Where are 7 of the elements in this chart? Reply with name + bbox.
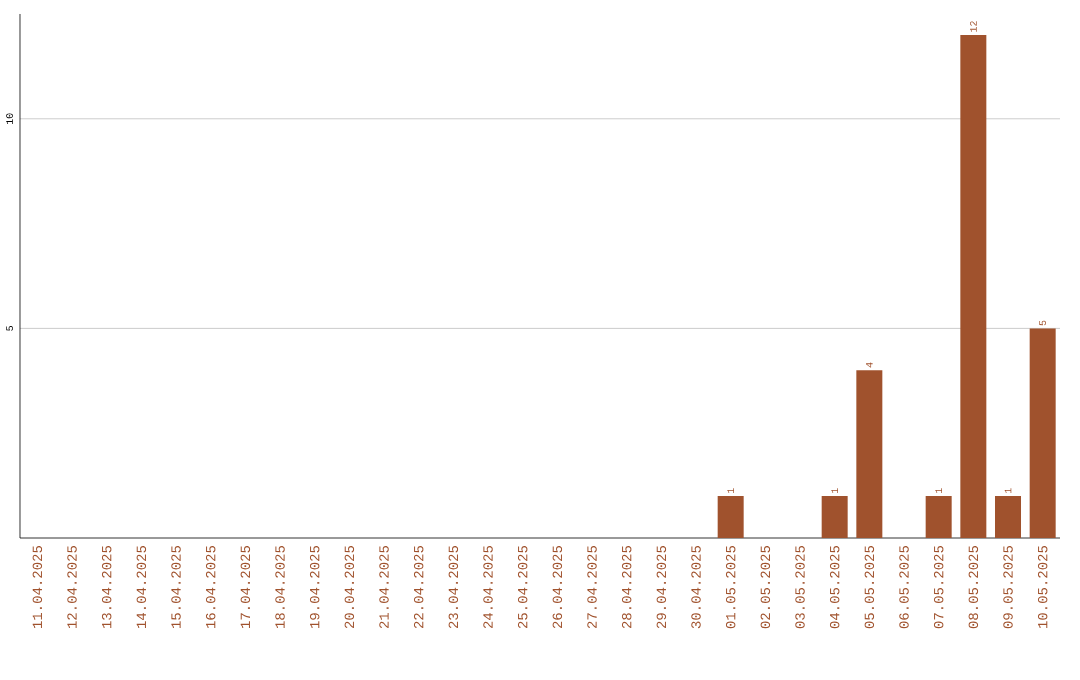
bar [717,496,744,538]
bar [925,496,952,538]
bar [856,370,883,538]
bar [995,496,1021,538]
bar [821,496,848,538]
bar [1029,328,1056,538]
bar [960,34,987,538]
